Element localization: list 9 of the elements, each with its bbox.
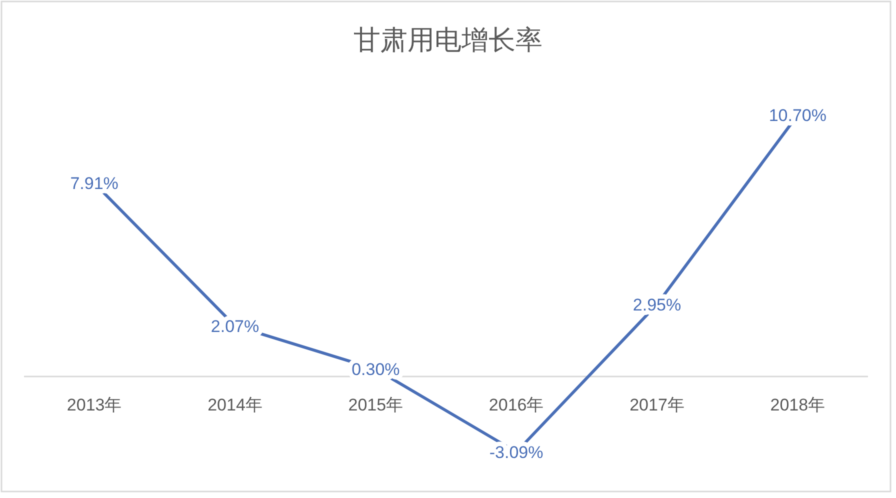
data-label: 7.91% (70, 174, 118, 194)
x-tick-label: 2015年 (348, 395, 404, 414)
chart-title: 甘肃用电增长率 (354, 25, 542, 55)
x-tick-label: 2013年 (66, 395, 122, 414)
x-tick-label: 2018年 (770, 395, 826, 414)
data-label: 10.70% (768, 106, 827, 125)
x-tick-label: 2016年 (488, 395, 544, 414)
x-tick-label: 2017年 (630, 395, 684, 414)
x-tick-label: 2014年 (208, 395, 262, 414)
